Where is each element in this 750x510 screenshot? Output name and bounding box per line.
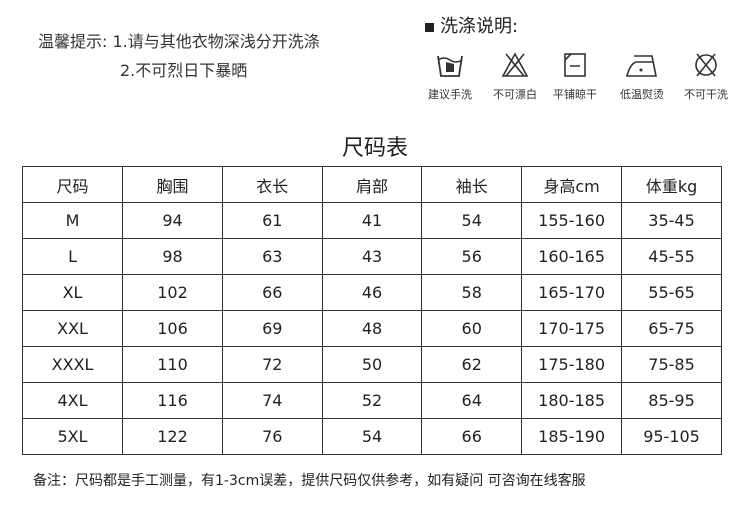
table-cell: 122 bbox=[122, 418, 223, 455]
table-cell: XXL bbox=[21, 310, 124, 347]
washing-title-text: 洗涤说明: bbox=[440, 16, 519, 37]
dry-flat-icon bbox=[564, 53, 586, 77]
header-cell: 衣长 bbox=[221, 166, 323, 203]
table-cell: 66 bbox=[221, 274, 323, 311]
care-label: 不可漂白 bbox=[493, 88, 537, 101]
table-cell: 185-190 bbox=[521, 418, 623, 455]
table-cell: 62 bbox=[421, 346, 523, 383]
table-row: 5XL 122 76 54 66 185-190 95-105 bbox=[21, 418, 722, 455]
table-cell: 56 bbox=[421, 238, 523, 275]
table-cell: XXXL bbox=[21, 346, 124, 383]
table-cell: 45-55 bbox=[621, 238, 722, 275]
care-item-hand-wash: 建议手洗 bbox=[420, 50, 480, 102]
table-cell: 4XL bbox=[21, 382, 124, 419]
table-cell: 165-170 bbox=[521, 274, 623, 311]
header-row: 尺码 胸围 衣长 肩部 袖长 身高cm 体重kg bbox=[21, 166, 722, 203]
table-cell: 55-65 bbox=[621, 274, 722, 311]
table-cell: 85-95 bbox=[621, 382, 722, 419]
table-cell: XL bbox=[21, 274, 124, 311]
table-cell: 58 bbox=[421, 274, 523, 311]
header-cell: 身高cm bbox=[521, 166, 623, 203]
table-cell: 50 bbox=[321, 346, 423, 383]
table-cell: 46 bbox=[321, 274, 423, 311]
table-row: L 98 63 43 56 160-165 45-55 bbox=[21, 238, 722, 275]
table-cell: 75-85 bbox=[621, 346, 722, 383]
table-cell: 54 bbox=[421, 202, 523, 239]
table-cell: 64 bbox=[421, 382, 523, 419]
size-table: 尺码 胸围 衣长 肩部 袖长 身高cm 体重kg M 94 61 41 54 155-160 35-45 L… bbox=[21, 166, 722, 455]
table-cell: 102 bbox=[122, 274, 223, 311]
table-cell: 94 bbox=[122, 202, 223, 239]
header-cell: 体重kg bbox=[621, 166, 722, 203]
table-cell: 98 bbox=[122, 238, 223, 275]
header-cell: 尺码 bbox=[21, 166, 124, 203]
table-cell: 95-105 bbox=[621, 418, 722, 455]
table-cell: 110 bbox=[122, 346, 223, 383]
no-dry-clean-icon bbox=[695, 53, 717, 77]
table-cell: 60 bbox=[421, 310, 523, 347]
table-cell: 52 bbox=[321, 382, 423, 419]
table-cell: 72 bbox=[221, 346, 323, 383]
table-row: M 94 61 41 54 155-160 35-45 bbox=[21, 202, 722, 239]
care-item-dry-flat: 平铺晾干 bbox=[545, 50, 605, 102]
table-cell: 35-45 bbox=[621, 202, 722, 239]
table-cell: 76 bbox=[221, 418, 323, 455]
table-cell: 5XL bbox=[21, 418, 124, 455]
care-label: 低温熨烫 bbox=[620, 88, 664, 101]
header-cell: 胸围 bbox=[122, 166, 223, 203]
table-cell: 48 bbox=[321, 310, 423, 347]
table-cell: 43 bbox=[321, 238, 423, 275]
table-cell: L bbox=[21, 238, 124, 275]
care-label: 平铺晾干 bbox=[553, 88, 597, 101]
table-cell: 155-160 bbox=[521, 202, 623, 239]
table-cell: 54 bbox=[321, 418, 423, 455]
table-cell: 65-75 bbox=[621, 310, 722, 347]
table-cell: 61 bbox=[221, 202, 323, 239]
table-cell: 41 bbox=[321, 202, 423, 239]
table-cell: 180-185 bbox=[521, 382, 623, 419]
table-cell: 160-165 bbox=[521, 238, 623, 275]
washing-title: 洗涤说明: bbox=[425, 12, 518, 38]
care-label: 建议手洗 bbox=[428, 88, 472, 101]
header-cell: 袖长 bbox=[421, 166, 523, 203]
no-bleach-icon bbox=[501, 52, 529, 77]
table-cell: 116 bbox=[122, 382, 223, 419]
table-cell: 63 bbox=[221, 238, 323, 275]
care-item-no-bleach: 不可漂白 bbox=[485, 50, 545, 102]
tip-line-2: 2.不可烈日下暴晒 bbox=[120, 61, 248, 80]
table-cell: 69 bbox=[221, 310, 323, 347]
care-item-no-dry-clean: 不可干洗 bbox=[676, 50, 736, 102]
table-cell: 170-175 bbox=[521, 310, 623, 347]
care-item-iron-low: 低温熨烫 bbox=[612, 50, 672, 102]
tip-line-1: 温馨提示: 1.请与其他衣物深浅分开洗涤 bbox=[38, 32, 320, 51]
hand-wash-icon bbox=[437, 55, 463, 77]
table-cell: M bbox=[21, 202, 124, 239]
table-row: XL 102 66 46 58 165-170 55-65 bbox=[21, 274, 722, 311]
note: 备注：尺码都是手工测量，有1-3cm误差，提供尺码仅供参考，如有疑问 可咨询在线… bbox=[33, 473, 586, 489]
iron-low-icon bbox=[625, 55, 657, 77]
size-chart-title: 尺码表 bbox=[341, 136, 408, 161]
table-cell: 66 bbox=[421, 418, 523, 455]
header-cell: 肩部 bbox=[321, 166, 423, 203]
table-row: XXL 106 69 48 60 170-175 65-75 bbox=[21, 310, 722, 347]
bullet-square-icon bbox=[425, 22, 434, 32]
table-cell: 106 bbox=[122, 310, 223, 347]
care-label: 不可干洗 bbox=[684, 88, 728, 101]
table-row: XXXL 110 72 50 62 175-180 75-85 bbox=[21, 346, 722, 383]
table-row: 4XL 116 74 52 64 180-185 85-95 bbox=[21, 382, 722, 419]
table-cell: 74 bbox=[221, 382, 323, 419]
table-cell: 175-180 bbox=[521, 346, 623, 383]
